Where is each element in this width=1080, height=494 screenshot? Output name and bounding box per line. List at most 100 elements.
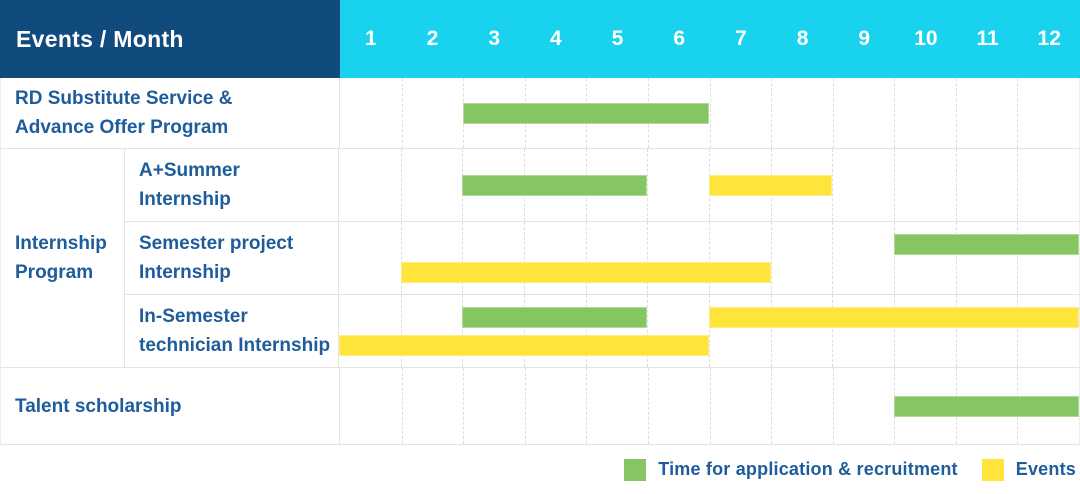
grid-line <box>894 78 896 148</box>
grid-line <box>462 295 464 367</box>
grid-line <box>401 78 403 148</box>
grid-line <box>832 222 834 294</box>
month-label-7: 7 <box>735 27 747 50</box>
grid-line <box>1017 295 1019 367</box>
bar-line <box>339 306 1079 328</box>
legend-item-event: Events <box>981 458 1076 481</box>
grid-line <box>586 368 588 444</box>
row-grid <box>339 149 1079 221</box>
month-label-5: 5 <box>611 27 624 50</box>
grid-line <box>400 222 402 294</box>
grid-line <box>955 78 957 148</box>
bar-line <box>340 395 1079 417</box>
grid-line <box>585 222 587 294</box>
grid-line <box>647 368 649 444</box>
row-label: Talent scholarship <box>1 368 340 444</box>
row-label: Semester project Internship <box>125 222 339 294</box>
bar-line <box>339 233 1079 255</box>
application-bar <box>894 395 1079 417</box>
grid-line <box>709 295 710 367</box>
event-bar <box>709 306 1079 328</box>
month-label-11: 11 <box>976 27 999 50</box>
application-bar <box>463 102 710 124</box>
gantt-body: RD Substitute Service & Advance Offer Pro… <box>0 78 1080 445</box>
row-grid <box>340 368 1079 444</box>
gantt-row: Semester project Internship <box>125 222 1079 295</box>
grid-line <box>709 78 711 148</box>
row-grid <box>339 222 1079 294</box>
grid-line <box>462 222 464 294</box>
grid-line <box>832 368 834 444</box>
row-grid <box>339 295 1079 367</box>
legend-item-application: Time for application & recruitment <box>624 458 958 481</box>
group-label: Internship Program <box>1 149 125 367</box>
month-label-9: 9 <box>858 27 871 50</box>
table-header: Events / Month 1 2 3 4 5 6 7 8 9 10 11 12 <box>0 0 1080 78</box>
grid-line <box>585 295 587 367</box>
grid-line <box>524 368 526 444</box>
gantt-row: RD Substitute Service & Advance Offer Pro… <box>1 78 1079 148</box>
section: Talent scholarship <box>1 368 1079 445</box>
grid-line <box>832 78 834 148</box>
grid-line <box>1017 78 1019 148</box>
application-bar <box>894 233 1079 255</box>
grid-line <box>894 149 895 221</box>
grid-line <box>524 295 525 367</box>
grid-line <box>771 78 773 148</box>
grid-line <box>647 149 649 221</box>
row-label: RD Substitute Service & Advance Offer Pro… <box>1 78 340 148</box>
grid-line <box>832 149 834 221</box>
section: RD Substitute Service & Advance Offer Pro… <box>1 78 1079 149</box>
month-label-10: 10 <box>914 27 938 50</box>
application-swatch <box>624 458 647 481</box>
gantt-row: In-Semester technician Internship <box>125 295 1079 367</box>
month-label-6: 6 <box>673 27 686 50</box>
grid-line <box>1017 222 1019 294</box>
month-label-3: 3 <box>488 27 501 50</box>
grid-line <box>647 222 649 294</box>
grid-line <box>894 295 895 367</box>
row-label: A+Summer Internship <box>125 149 339 221</box>
legend: Time for application & recruitment Events <box>0 445 1080 494</box>
row-grid <box>340 78 1079 148</box>
grid-line <box>894 222 895 294</box>
legend-label: Time for application & recruitment <box>658 459 958 479</box>
bar-line <box>339 174 1079 196</box>
legend-label: Events <box>1015 459 1076 479</box>
event-bar <box>709 174 833 196</box>
row-label: In-Semester technician Internship <box>125 295 339 367</box>
application-bar <box>462 174 648 196</box>
grid-line <box>770 222 772 294</box>
section: Internship Program A+Summer Internship Semes… <box>1 149 1079 368</box>
grid-line <box>401 368 403 444</box>
grid-line <box>709 222 710 294</box>
event-bar <box>339 334 709 356</box>
event-swatch <box>981 458 1004 481</box>
grid-line <box>955 149 957 221</box>
grid-line <box>770 295 772 367</box>
bar-line <box>339 334 1079 356</box>
grid-line <box>955 295 957 367</box>
grid-line <box>524 222 525 294</box>
events-month-header: Events / Month <box>0 0 340 78</box>
grid-line <box>400 295 402 367</box>
gantt-row: A+Summer Internship <box>125 149 1079 222</box>
grid-line <box>832 295 834 367</box>
month-label-4: 4 <box>550 27 562 50</box>
month-header-cells: 1 2 3 4 5 6 7 8 9 10 11 12 <box>340 0 1080 78</box>
grid-line <box>709 368 711 444</box>
event-bar <box>400 261 771 283</box>
application-bar <box>462 306 648 328</box>
grid-line <box>400 149 402 221</box>
bar-line <box>339 261 1079 283</box>
month-label-8: 8 <box>796 27 809 50</box>
month-label-1: 1 <box>364 27 377 50</box>
grid-line <box>647 295 649 367</box>
grid-line <box>1017 149 1019 221</box>
gantt-row: Talent scholarship <box>1 368 1079 444</box>
grid-line <box>463 368 465 444</box>
grid-line <box>955 222 957 294</box>
bar-line <box>340 102 1079 124</box>
month-label-12: 12 <box>1037 27 1061 50</box>
